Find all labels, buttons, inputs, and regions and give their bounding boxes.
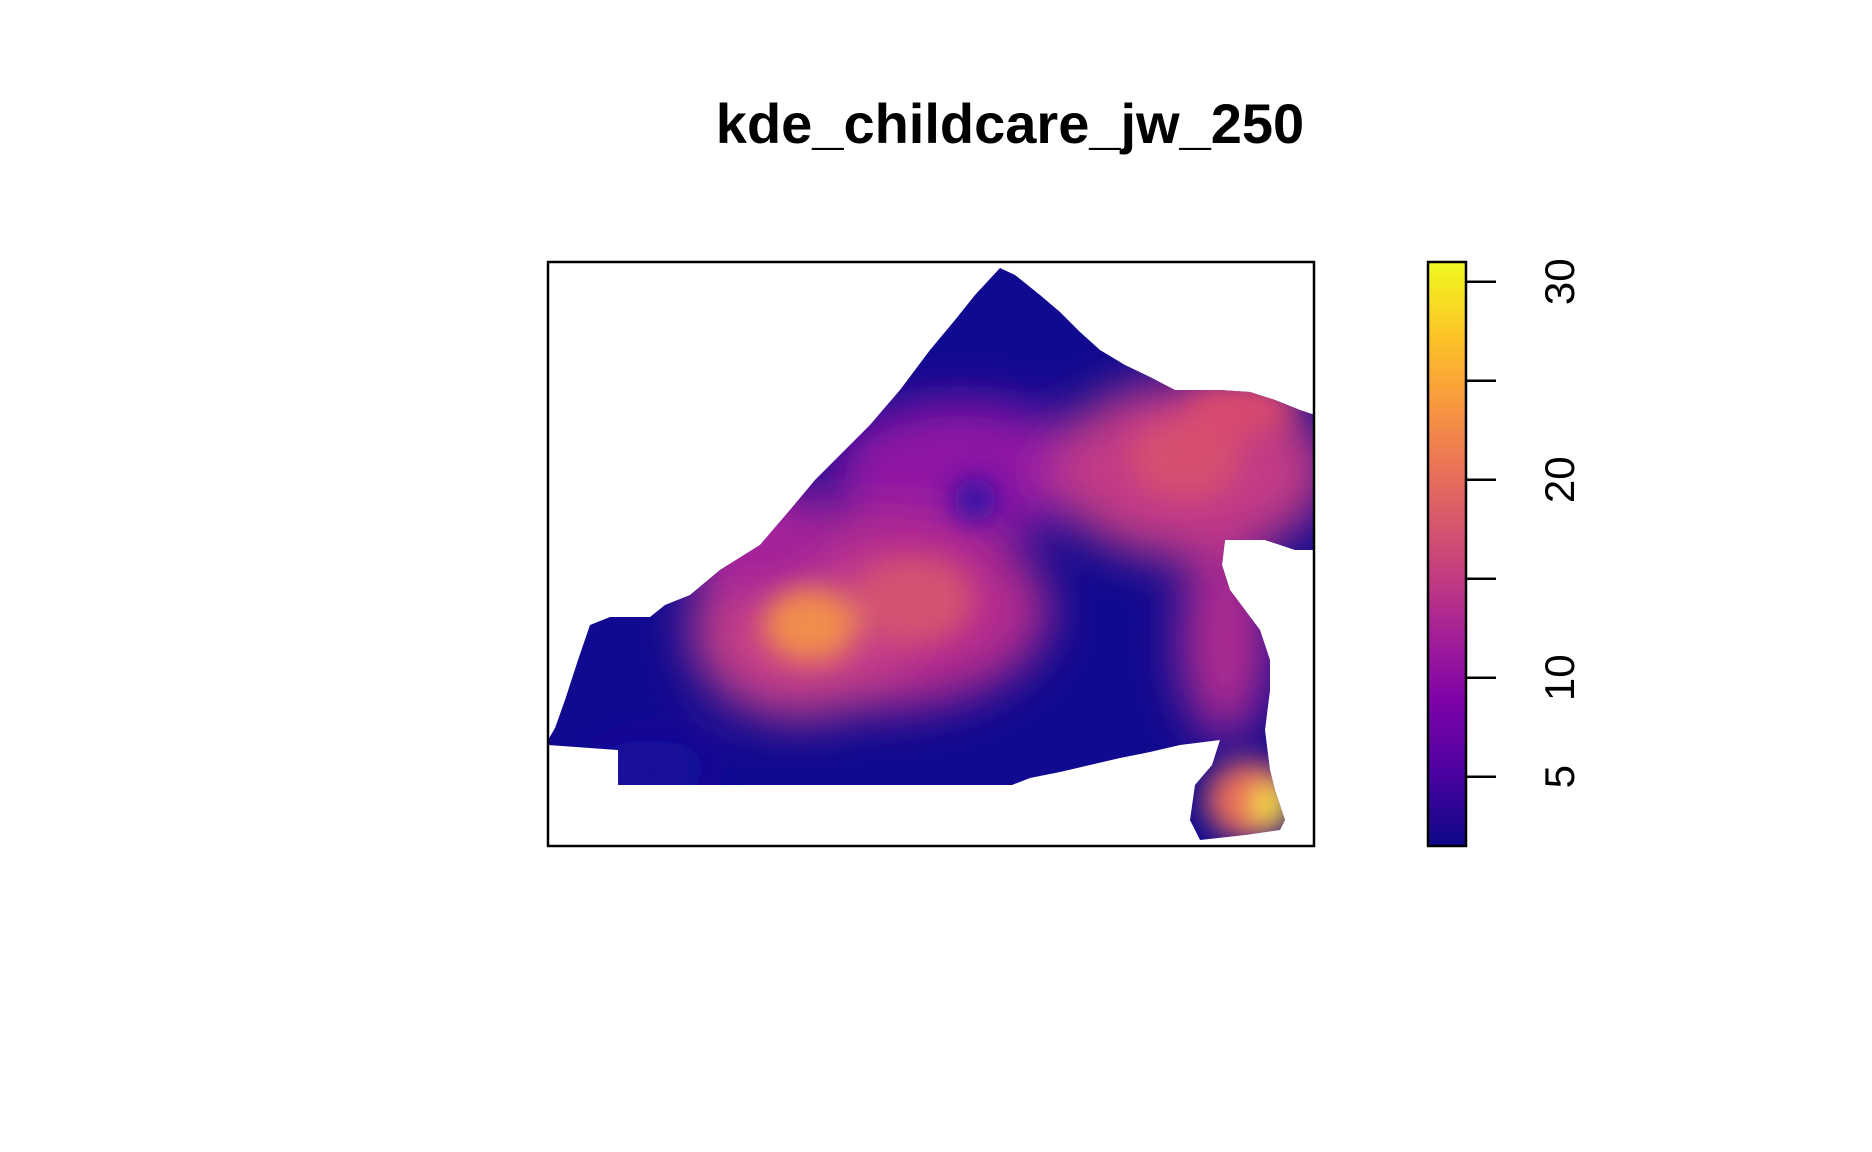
colorbar-fill xyxy=(1426,260,1468,848)
hotspot-top-right-peak xyxy=(1185,382,1295,438)
colorbar-tick-label: 20 xyxy=(1536,456,1583,503)
hotspot-bottom-right-peak xyxy=(1252,785,1288,825)
right-middle-band xyxy=(1180,540,1270,740)
hotspot-bottom-right-broad xyxy=(1205,760,1295,840)
plot-frame xyxy=(546,260,1316,848)
hotspot-left-peak xyxy=(762,587,858,663)
hotspot-center-peak xyxy=(855,555,975,645)
density-raster xyxy=(548,268,1315,840)
blue-patch-bottom-left xyxy=(590,740,710,800)
hotspot-upper-right-peak xyxy=(1130,418,1240,498)
colorbar-tick-label: 30 xyxy=(1536,258,1583,305)
purple-band-upper xyxy=(830,400,1090,540)
colorbar-tick-label: 10 xyxy=(1536,654,1583,701)
colorbar: 5 10 20 30 xyxy=(1426,258,1583,848)
left-lobe xyxy=(680,480,840,600)
colorbar-tick-label: 5 xyxy=(1536,765,1583,788)
colorbar-ticks: 5 10 20 30 xyxy=(1466,258,1583,788)
chart-title: kde_childcare_jw_250 xyxy=(716,92,1304,155)
hole-blue xyxy=(953,478,997,522)
